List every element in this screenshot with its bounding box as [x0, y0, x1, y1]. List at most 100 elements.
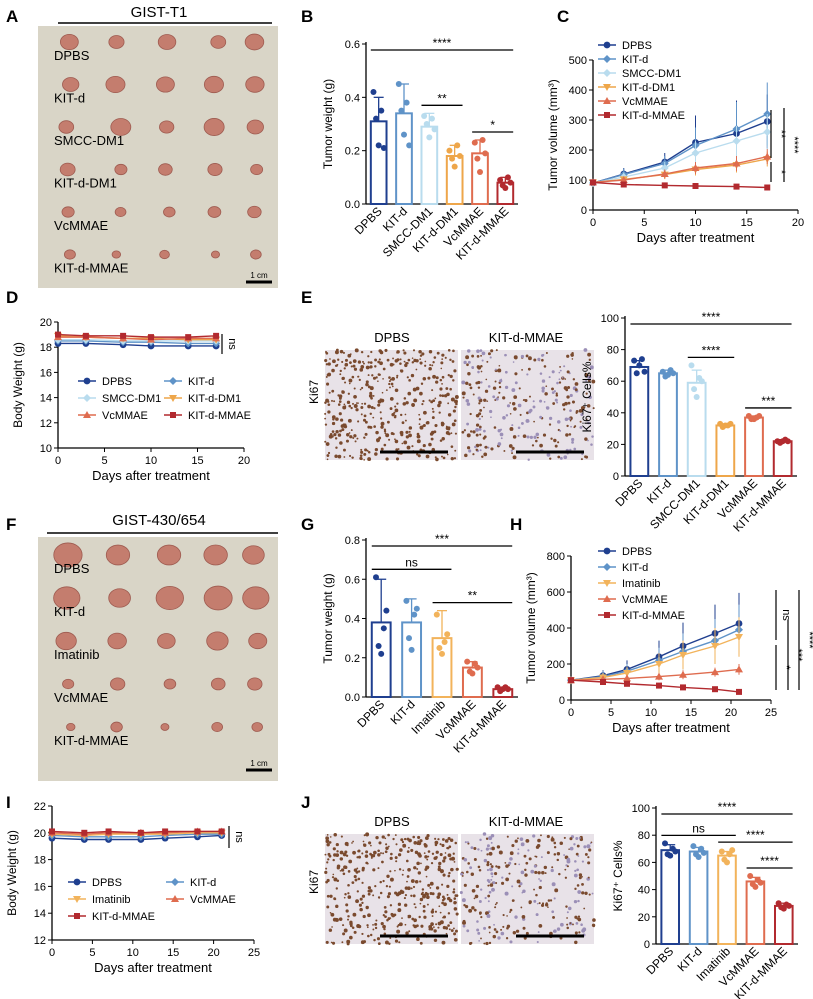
y-axis-label: Tumor volume (mm³): [524, 572, 538, 684]
ihc-cell: [324, 358, 328, 363]
ihc-cell: [365, 365, 370, 370]
ihc-cell: [449, 387, 452, 391]
ihc-cell: [551, 391, 555, 395]
ihc-e-label-left: DPBS: [374, 330, 410, 345]
ihc-cell: [511, 424, 514, 427]
ihc-cell: [435, 855, 438, 859]
ihc-cell: [446, 884, 450, 888]
ihc-cell: [485, 847, 489, 851]
ihc-cell: [391, 377, 395, 381]
legend-label: KIT-d-MMAE: [622, 610, 685, 622]
ihc-cell: [408, 426, 413, 430]
ihc-cell: [469, 866, 473, 870]
ihc-cell: [452, 927, 455, 930]
ihc-cell: [335, 417, 339, 421]
tumor: [108, 588, 131, 608]
tumor: [207, 206, 222, 218]
ihc-cell: [342, 852, 347, 857]
ihc-cell: [400, 838, 404, 842]
ihc-cell: [427, 855, 430, 858]
legend-label: KIT-d: [190, 877, 216, 889]
ihc-cell: [355, 408, 359, 412]
line-marker: [764, 184, 771, 191]
ihc-cell: [406, 362, 409, 365]
ihc-cell: [372, 923, 374, 926]
ihc-cell: [342, 351, 346, 354]
ihc-cell: [340, 835, 343, 838]
ihc-cell: [377, 942, 381, 946]
tumor: [58, 120, 75, 134]
ihc-cell: [504, 861, 507, 864]
tumor: [251, 722, 263, 732]
ihc-cell: [487, 352, 491, 356]
ihc-cell: [377, 867, 380, 870]
line-marker: [603, 580, 611, 587]
line-marker: [73, 878, 81, 886]
ihc-cell: [434, 837, 437, 840]
ihc-cell: [343, 928, 348, 933]
photo-a-title: GIST-T1: [131, 4, 188, 21]
ihc-cell: [533, 358, 537, 362]
panel-letter-h: H: [510, 515, 522, 534]
significance-label: **: [775, 130, 787, 139]
ihc-cell: [509, 402, 512, 404]
ihc-cell: [411, 445, 414, 448]
ihc-cell: [518, 387, 521, 390]
ihc-cell: [345, 903, 349, 907]
ihc-cell: [525, 838, 530, 843]
ihc-cell: [445, 426, 450, 431]
ihc-cell: [324, 412, 327, 415]
ihc-cell: [349, 353, 352, 355]
ihc-cell: [345, 439, 349, 443]
ihc-cell: [517, 852, 520, 855]
ihc-cell: [331, 399, 333, 402]
ihc-cell: [538, 923, 543, 928]
ihc-cell: [558, 378, 561, 381]
ihc-cell: [489, 863, 492, 866]
ihc-cell: [453, 937, 458, 942]
x-tick-label: 20: [792, 217, 804, 229]
ihc-cell: [417, 835, 421, 839]
ihc-cell: [543, 365, 547, 368]
ihc-cell: [330, 912, 335, 917]
ihc-cell: [439, 852, 443, 857]
ihc-cell: [356, 890, 359, 893]
y-tick-label: 0.4: [345, 92, 360, 104]
line-marker: [55, 331, 61, 338]
ihc-cell: [405, 430, 409, 434]
ihc-cell: [440, 361, 444, 365]
tumor: [250, 163, 264, 176]
ihc-cell: [511, 885, 514, 888]
tumor: [110, 118, 132, 136]
ihc-cell: [344, 358, 348, 362]
data-point: [497, 177, 504, 183]
ihc-cell: [537, 871, 541, 875]
ihc-cell: [480, 937, 482, 940]
ihc-cell: [570, 425, 572, 428]
y-axis-label: Tumor weight (g): [321, 573, 335, 663]
ihc-cell: [536, 902, 539, 905]
ihc-cell: [556, 401, 559, 404]
ihc-cell: [383, 905, 387, 909]
ihc-cell: [382, 377, 384, 380]
tumor: [242, 586, 270, 610]
y-tick-label: 16: [34, 881, 46, 893]
ihc-cell: [565, 388, 569, 392]
tumor: [210, 250, 220, 259]
ihc-cell: [385, 846, 389, 850]
ihc-cell: [424, 360, 427, 363]
ihc-cell: [394, 869, 396, 872]
ihc-cell: [589, 365, 594, 370]
ihc-cell: [564, 378, 567, 380]
data-point: [426, 134, 433, 141]
ihc-cell: [566, 917, 568, 919]
ihc-cell: [380, 447, 384, 451]
ihc-cell: [467, 841, 469, 844]
data-point: [636, 362, 643, 369]
ihc-cell: [477, 370, 480, 374]
ihc-cell: [357, 924, 362, 929]
ihc-cell: [384, 837, 387, 840]
ihc-cell: [350, 429, 353, 432]
ihc-cell: [406, 850, 410, 854]
ihc-cell: [535, 845, 540, 849]
